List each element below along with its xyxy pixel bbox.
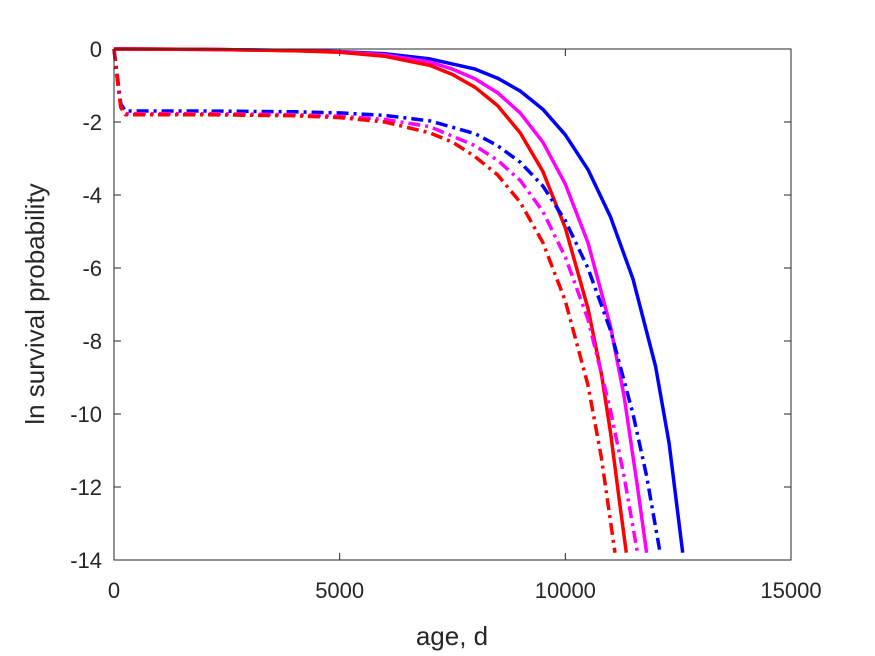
series-line-6 (112, 48, 617, 553)
tick-layer: 0 5000 10000 15000 0 -2 -4 -6 -8 -10 -12 -14 (70, 37, 821, 603)
y-tick-label: -6 (82, 256, 102, 281)
x-tick-label: 10000 (535, 578, 596, 603)
plot-frame (113, 48, 792, 561)
y-tick-label: -2 (82, 110, 102, 135)
x-tick-label: 15000 (760, 578, 821, 603)
y-tick-label: -8 (82, 329, 102, 354)
y-tick-label: -14 (70, 548, 102, 573)
y-tick-label: -10 (70, 402, 102, 427)
series-line-3 (113, 47, 629, 553)
x-tick-label: 0 (108, 578, 120, 603)
x-axis-label: age, d (416, 621, 488, 651)
series-layer (112, 47, 685, 554)
y-tick-label: -12 (70, 475, 102, 500)
y-tick-label: -4 (82, 183, 102, 208)
y-tick-label: 0 (90, 37, 102, 62)
series-line-4 (112, 48, 662, 554)
plot-area (114, 49, 791, 560)
y-axis-label: ln survival probability (20, 183, 50, 424)
x-tick-label: 5000 (315, 578, 364, 603)
